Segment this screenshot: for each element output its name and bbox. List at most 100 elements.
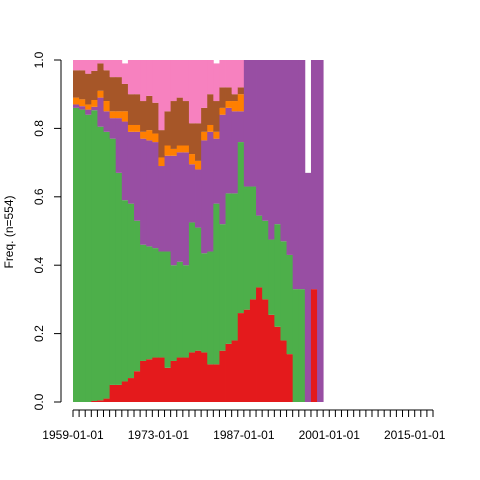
- bar-segment-1975-1: [171, 265, 178, 361]
- bar-segment-1971-2: [146, 140, 153, 246]
- bar-segment-1966-2: [116, 118, 123, 173]
- bar-segment-1978-5: [189, 60, 196, 123]
- bar-segment-1960-2: [79, 106, 86, 109]
- bar-segment-1979-0: [195, 351, 202, 402]
- bar-segment-1965-5: [110, 60, 117, 77]
- bar-segment-1961-5: [85, 60, 92, 74]
- bar-segment-1970-5: [140, 60, 147, 101]
- bar-segment-1959-3: [73, 98, 80, 105]
- bar-segment-1986-4: [238, 87, 245, 94]
- bar-segment-1991-0: [268, 315, 275, 402]
- y-tick-label: 0.6: [32, 188, 46, 205]
- bar-segment-1983-4: [219, 87, 226, 108]
- bar-segment-1988-2: [250, 60, 257, 187]
- bar-segment-1975-0: [171, 361, 178, 402]
- bar-segment-1963-2: [97, 98, 104, 127]
- bar-segment-1976-4: [177, 98, 184, 146]
- bar-segment-1964-0: [104, 399, 111, 402]
- bar-segment-1979-5: [195, 60, 202, 123]
- bar-segment-1986-1: [238, 142, 245, 313]
- x-tick-label: 1973-01-01: [128, 428, 190, 442]
- bar-segment-1989-2: [256, 60, 263, 216]
- bar-segment-1987-1: [244, 187, 251, 310]
- bar-segment-1960-5: [79, 60, 86, 70]
- bar-segment-1978-2: [189, 164, 196, 222]
- bar-segment-1974-0: [165, 368, 172, 402]
- bar-segment-1984-5: [226, 60, 233, 87]
- bar-segment-1968-4: [128, 94, 135, 125]
- y-tick-label: 0.0: [32, 393, 46, 410]
- bar-segment-1987-0: [244, 310, 251, 402]
- bar-segment-1978-0: [189, 352, 196, 402]
- bar-segment-1965-4: [110, 77, 117, 111]
- bar-segment-1974-5: [165, 60, 172, 111]
- bar-segment-1985-0: [232, 340, 239, 402]
- bar-segment-1991-1: [268, 240, 275, 315]
- bar-segment-1986-3: [238, 94, 245, 111]
- x-tick-label: 2015-01-01: [384, 428, 446, 442]
- bar-segment-1985-5: [232, 60, 239, 94]
- bar-segment-1989-1: [256, 216, 263, 288]
- x-tick-label: 1959-01-01: [42, 428, 104, 442]
- bar-segment-1970-3: [140, 132, 147, 139]
- bar-segment-1975-2: [171, 156, 178, 265]
- bar-segment-1973-4: [158, 130, 165, 157]
- bar-segment-1987-2: [244, 60, 251, 187]
- bar-segment-1970-4: [140, 101, 147, 132]
- bar-segment-1977-0: [183, 358, 190, 402]
- bar-segment-1980-1: [201, 253, 208, 352]
- bar-segment-1962-3: [91, 100, 98, 107]
- bar-segment-1981-1: [207, 252, 214, 365]
- y-axis-label: Freq. (n=554): [2, 195, 16, 268]
- bar-segment-1977-5: [183, 60, 190, 101]
- bar-segment-1961-4: [85, 74, 92, 105]
- bar-segment-1964-5: [104, 60, 111, 70]
- bar-segment-1962-5: [91, 60, 98, 71]
- bar-segment-1992-1: [274, 224, 281, 327]
- bar-segment-1967-3: [122, 111, 129, 121]
- bar-segment-1963-3: [97, 91, 104, 98]
- bar-segment-1973-1: [158, 252, 165, 358]
- bar-segment-1966-5: [116, 60, 123, 77]
- chart-bars: [73, 60, 324, 402]
- bar-segment-1994-2: [287, 60, 294, 255]
- bar-segment-1982-4: [213, 101, 220, 132]
- bar-segment-1977-3: [183, 146, 190, 153]
- bar-segment-1977-4: [183, 101, 190, 145]
- bar-segment-1959-1: [73, 108, 80, 402]
- bar-segment-1980-3: [201, 132, 208, 141]
- bar-segment-1988-0: [250, 299, 257, 402]
- bar-segment-1963-4: [97, 63, 104, 90]
- bar-segment-1977-2: [183, 152, 190, 265]
- bar-segment-1992-0: [274, 327, 281, 402]
- bar-segment-1990-1: [262, 221, 269, 300]
- bar-segment-1961-2: [85, 110, 92, 115]
- bar-segment-1973-5: [158, 60, 165, 130]
- bar-segment-1966-0: [116, 385, 123, 402]
- bar-segment-1959-5: [73, 60, 80, 70]
- bar-segment-1981-0: [207, 364, 214, 402]
- bar-segment-1975-4: [171, 101, 178, 149]
- bar-segment-1984-1: [226, 193, 233, 343]
- bar-segment-1973-2: [158, 166, 165, 252]
- bar-segment-1984-0: [226, 344, 233, 402]
- bar-segment-1968-3: [128, 125, 135, 132]
- bar-segment-1974-4: [165, 111, 172, 145]
- bar-segment-1962-2: [91, 107, 98, 110]
- bar-segment-1965-3: [110, 111, 117, 118]
- y-axis: 0.0 0.2 0.4 0.6 0.8 1.0: [32, 51, 61, 410]
- bar-segment-1982-2: [213, 139, 220, 204]
- bar-segment-1996-2: [299, 60, 306, 289]
- bar-segment-1984-3: [226, 101, 233, 108]
- bar-segment-1971-1: [146, 246, 153, 359]
- bar-segment-1966-4: [116, 77, 123, 111]
- bar-segment-1989-0: [256, 287, 263, 402]
- bar-segment-1983-2: [219, 115, 226, 224]
- bar-segment-1972-5: [152, 60, 159, 103]
- bar-segment-1990-2: [262, 60, 269, 221]
- bar-segment-1971-0: [146, 359, 153, 402]
- x-tick-label: 1987-01-01: [213, 428, 275, 442]
- bar-segment-1968-5: [128, 60, 135, 94]
- bar-segment-1967-5: [122, 63, 129, 84]
